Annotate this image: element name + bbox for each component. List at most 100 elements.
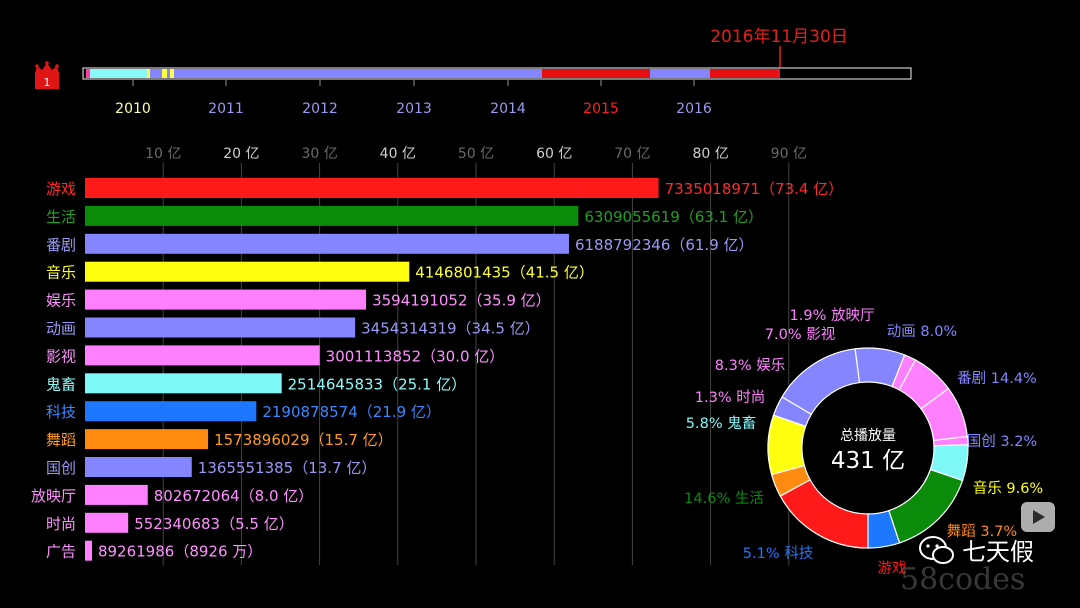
- bar-value-label: 1573896029（15.7 亿）: [214, 431, 393, 449]
- x-tick-label: 70 亿: [614, 146, 650, 162]
- donut-slice: [867, 509, 901, 549]
- timeline-segment: [710, 69, 780, 78]
- timeline-segment: [147, 69, 150, 78]
- donut-slice-label: 1.3% 时尚: [695, 389, 765, 406]
- bar: [85, 345, 320, 366]
- bar-value-label: 4146801435（41.5 亿）: [415, 264, 594, 282]
- bar: [85, 540, 92, 561]
- bar: [85, 178, 659, 198]
- bar-series: 游戏 7335018971（73.4 亿） 生活 6309055619（63.1 亿）…: [31, 178, 843, 561]
- category-label: 娱乐: [46, 292, 76, 310]
- donut-slice: [779, 478, 869, 549]
- bar-value-label: 3454314319（34.5 亿）: [361, 320, 540, 338]
- donut-slice-label: 7.0% 影视: [765, 326, 835, 343]
- category-label: 时尚: [46, 515, 76, 533]
- bar: [85, 261, 410, 282]
- bar-value-label: 6188792346（61.9 亿）: [575, 236, 754, 254]
- category-label: 生活: [46, 208, 76, 226]
- bar-value-label: 2514645833（25.1 亿）: [288, 375, 467, 393]
- timeline: 2016年11月30日 1 2010 2011 2012 2013 2014 2015 20…: [35, 27, 912, 117]
- category-label: 国创: [46, 459, 76, 477]
- donut-slice-label: 1.9% 放映厅: [790, 307, 875, 324]
- bar-value-label: 802672064（8.0 亿）: [154, 487, 314, 505]
- watermark-text: 七天假: [962, 538, 1034, 566]
- year-label: 2016: [676, 101, 712, 117]
- year-label: 2014: [490, 101, 526, 117]
- year-label: 2013: [396, 101, 432, 117]
- bar: [85, 457, 192, 477]
- donut-slice-label: 番剧 14.4%: [957, 370, 1037, 387]
- year-labels: 2010 2011 2012 2013 2014 2015 2016: [115, 80, 712, 117]
- donut-slice-label: 8.3% 娱乐: [715, 357, 785, 374]
- timeline-segment: [167, 69, 170, 78]
- donut-slice: [781, 348, 861, 416]
- category-label: 舞蹈: [46, 431, 76, 449]
- bar: [85, 317, 356, 338]
- donut-slice-label: 舞蹈 3.7%: [947, 523, 1017, 540]
- category-label: 番剧: [46, 236, 76, 254]
- category-label: 音乐: [46, 264, 76, 282]
- timeline-segment: [650, 69, 710, 78]
- category-label: 鬼畜: [46, 375, 76, 393]
- x-tick-label: 80 亿: [692, 146, 728, 162]
- timeline-segment: [162, 69, 167, 78]
- category-label: 广告: [46, 543, 76, 561]
- crown-icon: [35, 61, 59, 89]
- bar: [85, 401, 257, 422]
- wechat-icon: [919, 535, 954, 564]
- bar-value-label: 3594191052（35.9 亿）: [372, 292, 551, 310]
- x-tick-label: 90 亿: [771, 146, 807, 162]
- donut-slice-label: 音乐 9.6%: [973, 480, 1043, 497]
- timeline-segment: [120, 69, 147, 78]
- category-label: 游戏: [46, 180, 76, 198]
- bar-value-label: 7335018971（73.4 亿）: [665, 180, 844, 198]
- category-label: 放映厅: [31, 487, 76, 505]
- donut-center-value: 431 亿: [831, 448, 905, 474]
- donut-center-title: 总播放量: [840, 428, 896, 444]
- year-label: 2012: [302, 101, 338, 117]
- category-label: 影视: [46, 347, 76, 365]
- x-tick-label: 10 亿: [145, 146, 181, 162]
- timeline-segment: [86, 69, 90, 78]
- x-tick-labels: 10 亿 20 亿 30 亿 40 亿 50 亿 60 亿 70 亿 80 亿 90 亿: [145, 146, 807, 162]
- donut-slice-label: 国创 3.2%: [967, 433, 1037, 450]
- video-play-icon: [1021, 502, 1055, 532]
- timeline-segment: [542, 69, 650, 78]
- donut-chart: 游戏 舞蹈 3.7% 音乐 9.6% 国创 3.2% 番剧 14.4% 动画 8.0% 1.…: [684, 307, 1043, 577]
- x-tick-label: 50 亿: [458, 146, 494, 162]
- bar-value-label: 3001113852（30.0 亿）: [326, 347, 505, 365]
- bar-value-label: 2190878574（21.9 亿）: [262, 403, 441, 421]
- bar: [85, 205, 579, 226]
- donut-slice-label: 游戏: [878, 560, 907, 577]
- bar-value-label: 1365551385（13.7 亿）: [198, 459, 377, 477]
- watermark: 七天假: [918, 532, 1034, 567]
- date-label: 2016年11月30日: [710, 27, 848, 47]
- rank-badge: 1: [44, 76, 51, 89]
- year-label: 2011: [208, 101, 244, 117]
- donut-slice-label: 14.6% 生活: [684, 490, 764, 507]
- category-label: 动画: [46, 320, 76, 338]
- bar: [85, 289, 367, 310]
- timeline-segment: [150, 69, 162, 78]
- donut-slice-label: 动画 8.0%: [887, 323, 957, 340]
- timeline-segment: [90, 69, 120, 78]
- year-label: 2010: [115, 101, 151, 117]
- bar-value-label: 89261986（8926 万）: [98, 543, 262, 561]
- donut-slice-label: 5.1% 科技: [743, 545, 813, 562]
- bar-value-label: 552340683（5.5 亿）: [134, 515, 294, 533]
- x-tick-label: 60 亿: [536, 146, 572, 162]
- x-tick-label: 40 亿: [380, 146, 416, 162]
- bar: [85, 484, 148, 505]
- timeline-segment: [170, 69, 174, 78]
- timeline-segments: [86, 69, 780, 78]
- bar: [85, 429, 209, 450]
- bar: [85, 373, 282, 394]
- x-tick-label: 20 亿: [223, 146, 259, 162]
- category-label: 科技: [46, 403, 76, 421]
- bar-value-label: 6309055619（63.1 亿）: [584, 208, 763, 226]
- x-tick-label: 30 亿: [301, 146, 337, 162]
- bar: [85, 512, 129, 533]
- bar: [85, 233, 569, 254]
- donut-slice-label: 5.8% 鬼畜: [686, 415, 756, 432]
